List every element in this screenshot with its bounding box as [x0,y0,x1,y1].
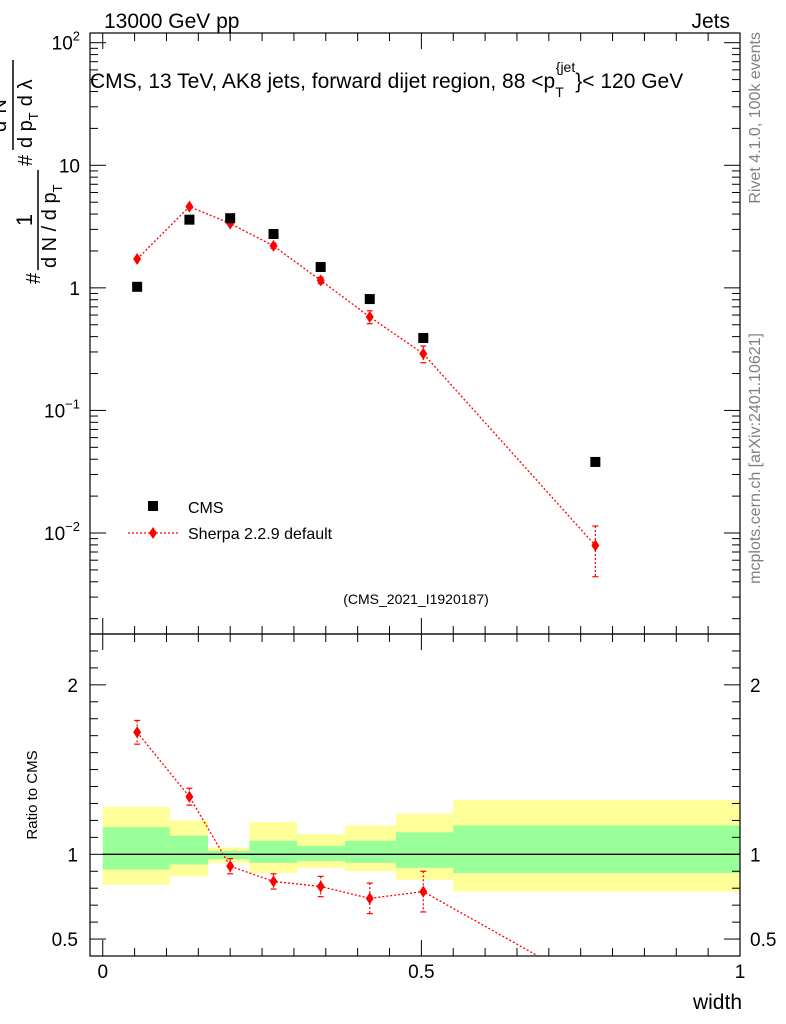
ylabel-den2-sub: T [26,112,41,120]
x-axis-label: width [692,991,742,1014]
cms-point [590,456,601,467]
cms-point [184,214,195,225]
sherpa-point [185,200,194,213]
rivet-label: Rivet 4.1.0, 100k events [747,32,764,204]
cms-point [132,281,143,292]
ylabel-den2: d pTd λ [15,80,41,148]
cms-point [418,332,429,343]
title-sub: T [555,84,564,100]
y-tick-base: 1 [69,279,80,300]
ylabel-frac-num: 1 [12,214,37,226]
y-tick-base: 10 [44,401,65,422]
legend-cms-label: CMS [188,500,224,517]
sherpa-point [269,239,278,252]
ratio-point [133,726,142,739]
ylabel-hash-2: # [15,154,37,166]
ratio-y-tick-label-left: 0.5 [52,930,78,951]
ratio-point [185,790,194,803]
ylabel-num2-sup: 2 [0,114,1,121]
y-tick-base: 10 [44,524,65,545]
y-tick-label: 10−2 [44,519,80,545]
sherpa-point [419,347,428,360]
y-tick-label: 1 [69,279,80,300]
y-tick-exp: 2 [73,29,80,44]
ylabel-num2-tail: N [0,99,11,113]
y-tick-label: 10−1 [44,396,80,422]
uncertainty-band-green [102,827,170,870]
y-axis-label: 1d N / d pT##d2Nd pTd λ [0,60,65,284]
legend-sherpa-marker [149,527,157,539]
ratio-point [365,892,374,905]
ratio-frame [89,633,741,957]
uncertainty-band-green [249,840,298,863]
source-label: mcplots.cern.ch [arXiv:2401.10621] [747,333,764,584]
title-main: CMS, 13 TeV, AK8 jets, forward dijet reg… [90,70,555,93]
y-tick-base: 10 [52,34,73,55]
ratio-point [226,860,235,873]
uncertainty-band-green [344,840,396,863]
x-tick-label: 0.5 [408,962,434,983]
y-tick-base: 10 [59,156,80,177]
y-tick-label: 10 [59,156,80,177]
sherpa-point [316,274,325,287]
ratio-y-tick-label-right: 0.5 [750,930,776,951]
ylabel-hash-1: # [23,272,45,284]
ratio-y-axis-label: Ratio to CMS [24,750,41,839]
cms-point [225,213,236,224]
y-tick-label: 102 [52,29,80,55]
x-tick-label: 0 [97,962,108,983]
main-panel: CMS, 13 TeV, AK8 jets, forward dijet reg… [0,29,741,635]
sherpa-line [136,205,596,546]
cms-point [268,229,279,240]
ylabel-num2-d: d [0,121,11,132]
watermark: (CMS_2021_I1920187) [343,591,489,607]
y-tick-exp: −1 [65,396,80,411]
cms-point [364,294,375,305]
ylabel-frac-den-text: d N / d p [39,192,61,268]
ylabel-den2-dp: d p [15,120,37,148]
sherpa-point [365,310,374,323]
legend-cms-marker [148,501,158,511]
ylabel-frac-den: d N / d pT [39,184,65,268]
title-sup: {jet [556,59,576,75]
y-tick-exp: −2 [65,519,80,534]
sherpa-point [591,539,600,552]
sherpa-point [133,252,142,265]
x-tick-label: 1 [735,962,746,983]
energy-label: 13000 GeV pp [104,10,239,33]
ratio-point [316,880,325,893]
ratio-point [419,885,428,898]
main-frame [89,32,741,635]
ylabel-frac-den-sub: T [50,184,65,192]
uncertainty-band-green [453,825,740,873]
uncertainty-band-green [297,845,345,862]
category-label: Jets [691,10,730,33]
ratio-point [269,875,278,888]
chart-title: CMS, 13 TeV, AK8 jets, forward dijet reg… [90,59,683,100]
ratio-y-tick-label-right: 1 [750,845,761,866]
ratio-y-tick-label-left: 1 [67,845,78,866]
cms-point [315,261,326,272]
uncertainty-band-green [169,835,208,865]
ratio-sherpa-line [136,731,540,956]
ylabel-num2: d2N [0,99,11,132]
ratio-y-tick-label-left: 2 [67,676,78,697]
ylabel-den2-tail: d λ [15,80,37,107]
title-tail: }< 120 GeV [575,70,683,93]
ratio-content [102,719,740,956]
ratio-y-tick-label-right: 2 [750,676,761,697]
uncertainty-band-green [395,832,454,868]
legend-sherpa-label: Sherpa 2.2.9 default [188,526,333,543]
uncertainty-band-green [207,850,250,860]
